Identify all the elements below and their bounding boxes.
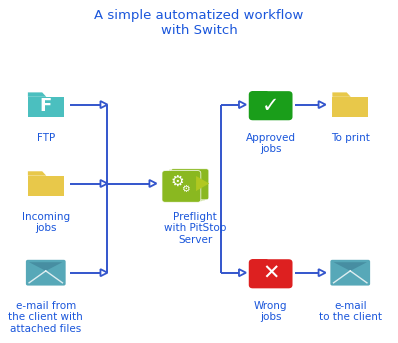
Polygon shape [318, 101, 326, 108]
FancyBboxPatch shape [26, 260, 66, 286]
Text: ⚙: ⚙ [171, 173, 184, 188]
Text: F: F [40, 97, 52, 115]
Polygon shape [332, 97, 368, 117]
Polygon shape [239, 269, 246, 276]
Polygon shape [28, 97, 64, 117]
Polygon shape [100, 269, 107, 276]
Polygon shape [149, 180, 156, 187]
Polygon shape [29, 262, 62, 271]
Text: Approved
jobs: Approved jobs [246, 133, 296, 154]
Text: ⚙: ⚙ [181, 184, 190, 194]
FancyBboxPatch shape [162, 171, 201, 202]
FancyBboxPatch shape [168, 169, 206, 200]
FancyBboxPatch shape [330, 260, 370, 286]
FancyBboxPatch shape [249, 259, 293, 288]
Polygon shape [100, 101, 107, 108]
FancyBboxPatch shape [165, 170, 203, 201]
Polygon shape [318, 269, 326, 276]
FancyBboxPatch shape [249, 91, 293, 120]
Text: e-mail
to the client: e-mail to the client [319, 301, 382, 322]
Polygon shape [239, 101, 246, 108]
Polygon shape [332, 92, 351, 97]
FancyBboxPatch shape [251, 259, 268, 266]
Polygon shape [334, 262, 367, 271]
Polygon shape [28, 171, 46, 176]
Text: A simple automatized workflow
with Switch: A simple automatized workflow with Switc… [94, 9, 304, 37]
Polygon shape [196, 176, 209, 191]
Text: FTP: FTP [37, 133, 55, 143]
Text: Wrong
jobs: Wrong jobs [254, 301, 287, 322]
Polygon shape [28, 176, 64, 196]
FancyBboxPatch shape [171, 169, 209, 200]
Polygon shape [28, 92, 46, 97]
Text: e-mail from
the client with
attached files: e-mail from the client with attached fil… [8, 301, 83, 334]
Text: ✓: ✓ [262, 96, 279, 116]
Text: ✕: ✕ [262, 264, 279, 284]
Text: Incoming
jobs: Incoming jobs [22, 212, 70, 233]
Text: To print: To print [331, 133, 370, 143]
Polygon shape [100, 180, 107, 187]
Text: Preflight
with PitStop
Server: Preflight with PitStop Server [164, 212, 226, 245]
FancyBboxPatch shape [251, 91, 268, 98]
